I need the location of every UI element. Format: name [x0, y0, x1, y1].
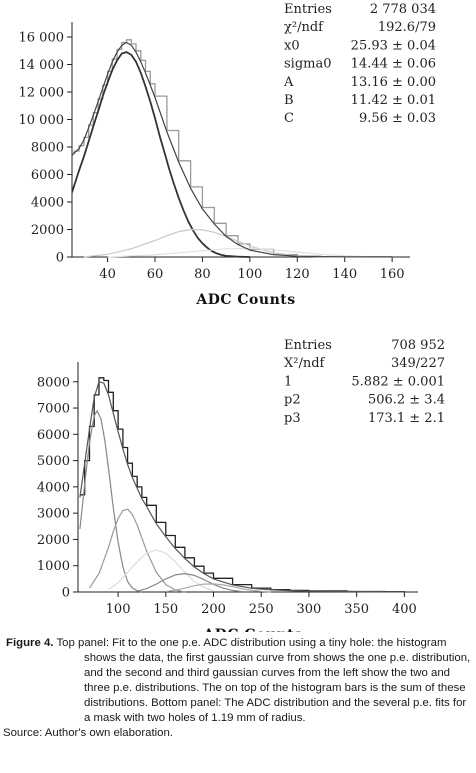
x-tick-label: 200 [201, 602, 226, 617]
x-tick-label: 60 [147, 267, 164, 282]
stat-value: 11.42 ± 0.01 [351, 93, 436, 108]
stat-value: 9.56 ± 0.03 [359, 111, 436, 126]
fit-curve-series [108, 549, 214, 592]
y-tick-label: 10 000 [19, 113, 65, 128]
x-tick-label: 350 [344, 602, 369, 617]
caption-paragraph: Figure 4. Top panel: Fit to the one p.e.… [3, 636, 474, 726]
x-tick-label: 140 [332, 267, 357, 282]
stat-value: 506.2 ± 3.4 [368, 393, 445, 408]
x-tick-label: 40 [99, 267, 116, 282]
y-tick-label: 8000 [31, 141, 64, 156]
caption-text: Top panel: Fit to the one p.e. ADC distr… [56, 637, 471, 724]
caption-label: Figure 4. [6, 637, 54, 649]
stat-value: 2 778 034 [370, 2, 436, 17]
x-tick-label: 100 [106, 602, 131, 617]
stat-key: sigma0 [284, 57, 332, 72]
x-tick-label: 160 [380, 267, 405, 282]
stat-key: p3 [284, 411, 301, 426]
stat-value: 708 952 [391, 338, 445, 353]
stat-key: X²/ndf [284, 356, 326, 371]
histogram-series [72, 39, 393, 258]
fit-curve-series [165, 583, 271, 593]
x-axis-title: ADC Counts [202, 627, 302, 632]
stat-key: A [283, 75, 294, 90]
fit-curve-series [71, 41, 393, 258]
stat-key: χ²/ndf [284, 20, 324, 35]
x-axis-title: ADC Counts [195, 292, 295, 308]
fit-curve-series [79, 381, 405, 593]
y-tick-label: 8000 [37, 375, 70, 390]
stat-value: 5.882 ± 0.001 [351, 374, 445, 389]
y-tick-label: 4000 [37, 480, 70, 495]
x-tick-label: 150 [153, 602, 178, 617]
stat-key: B [284, 93, 294, 108]
stat-value: 192.6/79 [378, 20, 436, 35]
y-tick-label: 7000 [37, 402, 70, 417]
fit-curve-series [137, 573, 243, 593]
y-tick-label: 5000 [37, 454, 70, 469]
x-tick-label: 120 [285, 267, 310, 282]
y-tick-label: 4000 [31, 196, 64, 211]
stat-key: 1 [284, 374, 292, 389]
y-tick-label: 16 000 [19, 31, 65, 46]
stat-key: Entries [284, 2, 332, 17]
stat-value: 14.44 ± 0.06 [351, 57, 436, 72]
x-tick-label: 100 [237, 267, 262, 282]
y-tick-label: 6000 [37, 428, 70, 443]
x-tick-label: 80 [194, 267, 211, 282]
fit-curve-series [107, 247, 369, 258]
x-tick-label: 400 [392, 602, 417, 617]
caption-source: Source: Author's own elaboration. [3, 727, 173, 739]
bottom-panel-chart: 0 1000 2000 3000 4000 5000 6000 7000 8000 100 150 2… [37, 338, 445, 632]
y-tick-label: 2000 [37, 533, 70, 548]
fit-curve-series [83, 228, 345, 258]
x-tick-label: 250 [249, 602, 274, 617]
stat-key: C [284, 111, 294, 126]
stat-key: p2 [284, 393, 301, 408]
fit-curve-series [88, 508, 186, 593]
histogram-series [79, 377, 406, 593]
y-tick-label: 12 000 [19, 86, 65, 101]
y-tick-label: 0 [62, 586, 70, 601]
stat-value: 173.1 ± 2.1 [368, 411, 445, 426]
y-tick-label: 6000 [31, 168, 64, 183]
stat-value: 13.16 ± 0.00 [351, 75, 436, 90]
y-tick-label: 14 000 [19, 58, 65, 73]
figure-caption: Figure 4. Top panel: Fit to the one p.e.… [0, 636, 474, 741]
y-tick-label: 1000 [37, 559, 70, 574]
y-tick-label: 2000 [31, 223, 64, 238]
stat-key: Entries [284, 338, 332, 353]
top-panel-chart: 0 2000 4000 6000 8000 10 000 12 000 14 000 16 00… [19, 2, 437, 308]
fit-curve-series [71, 51, 250, 258]
stat-value: 349/227 [391, 356, 445, 371]
stat-value: 25.93 ± 0.04 [351, 38, 436, 53]
y-tick-label: 3000 [37, 507, 70, 522]
y-tick-label: 0 [56, 251, 64, 266]
stat-key: x0 [284, 38, 300, 53]
fit-curve-series [79, 410, 143, 593]
x-tick-label: 300 [297, 602, 322, 617]
